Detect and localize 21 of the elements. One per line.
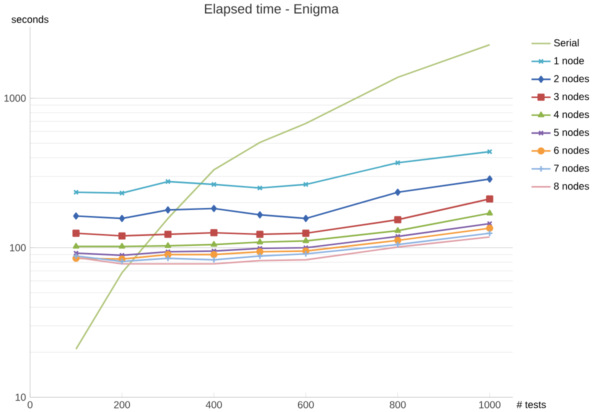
legend-label: 6 nodes (554, 146, 590, 154)
y-axis-title: seconds (12, 16, 48, 23)
chart-title: Elapsed time - Enigma (204, 4, 339, 16)
legend-label: 1 node (554, 56, 584, 64)
x-tick-label: 0 (28, 401, 32, 408)
x-axis-title: # tests (516, 401, 546, 408)
x-tick-label: 600 (298, 401, 314, 408)
legend-label: Serial (554, 38, 579, 46)
y-tick-label: 1000 (4, 94, 26, 102)
legend-label: 5 nodes (554, 128, 590, 136)
x-tick-label: 1000 (479, 401, 500, 408)
legend-label: 8 nodes (554, 182, 590, 190)
x-tick-label: 400 (206, 401, 222, 408)
legend-label: 3 nodes (554, 92, 590, 100)
x-tick-label: 200 (114, 401, 130, 408)
legend-label: 2 nodes (554, 74, 590, 82)
legend-label: 4 nodes (554, 110, 590, 118)
y-tick-label: 10 (16, 394, 26, 401)
x-tick-label: 800 (390, 401, 406, 408)
legend-label: 7 nodes (554, 164, 590, 172)
y-tick-label: 100 (10, 244, 26, 252)
